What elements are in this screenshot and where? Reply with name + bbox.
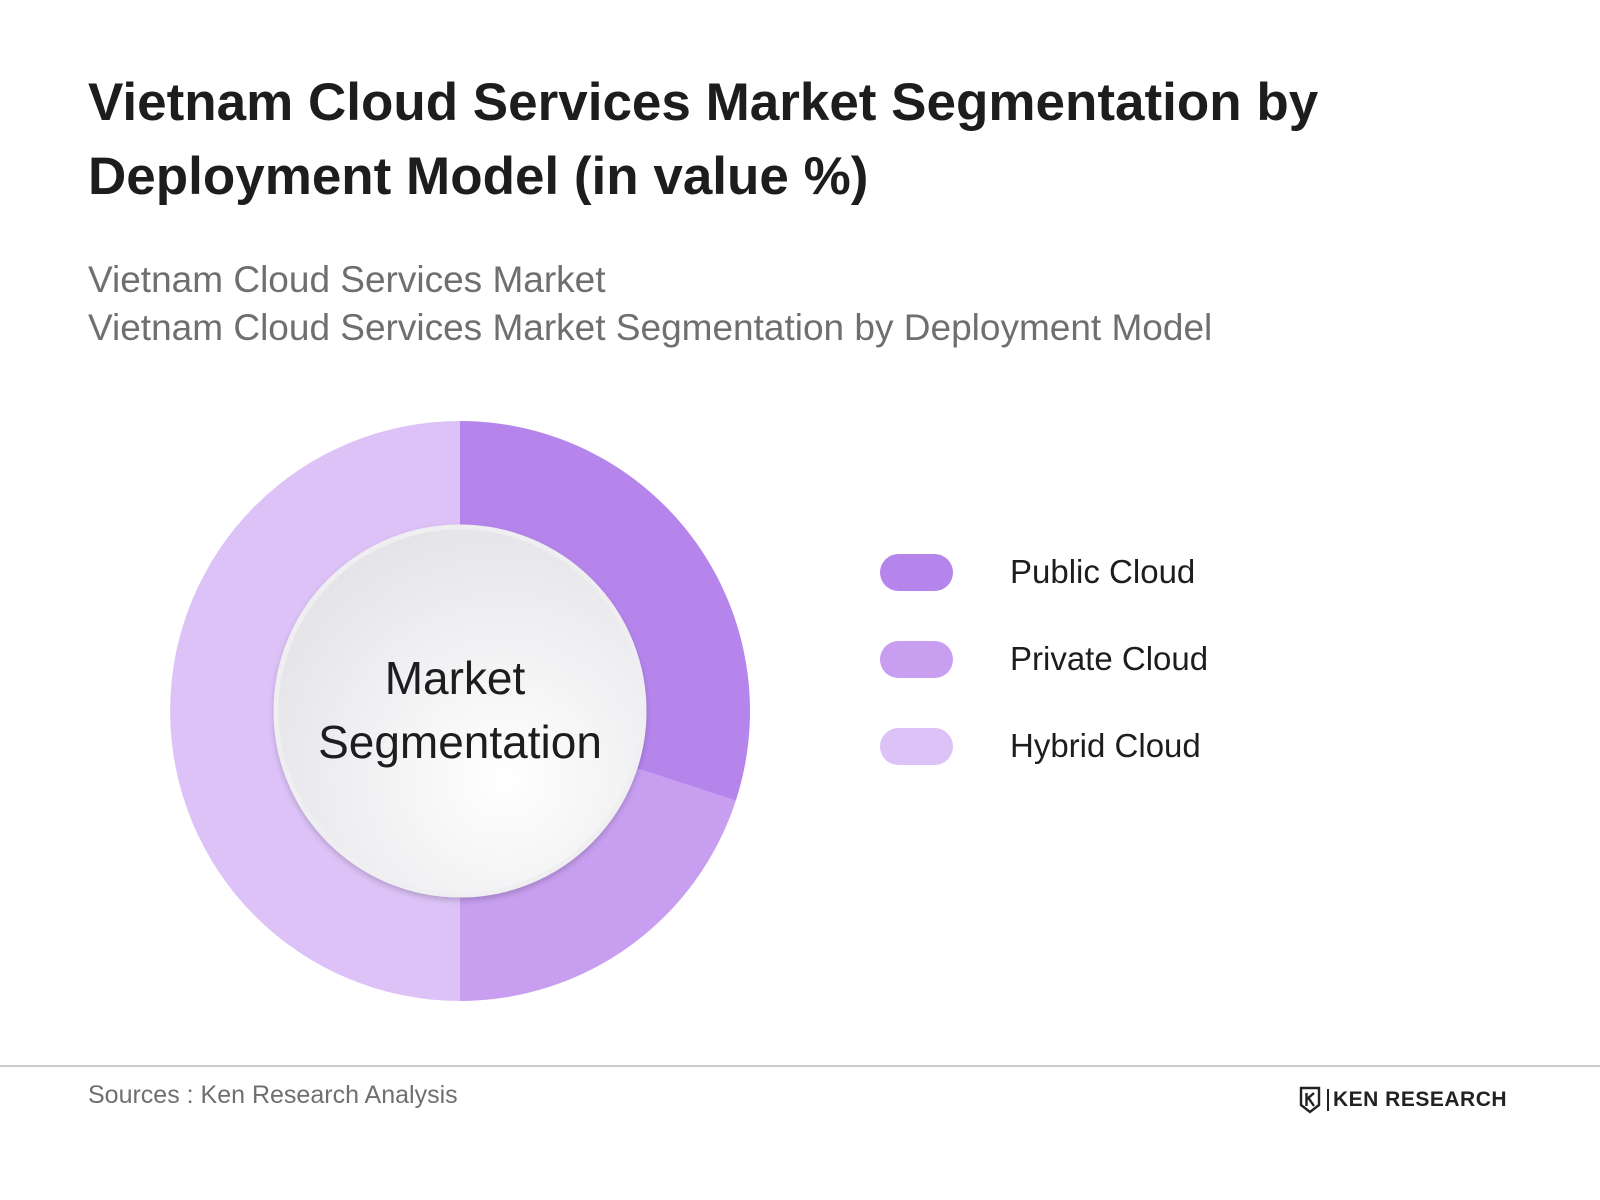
slice-public-cloud	[460, 421, 750, 801]
legend-swatch-hybrid-cloud	[880, 728, 953, 765]
legend-swatch-private-cloud	[880, 641, 953, 678]
ken-research-logo-icon	[1299, 1086, 1321, 1114]
center-label-line-2: Segmentation	[318, 716, 602, 768]
slice-hybrid-cloud	[170, 421, 460, 1001]
legend-label-hybrid-cloud: Hybrid Cloud	[1010, 727, 1201, 764]
chart-title: Vietnam Cloud Services Market Segmentati…	[88, 73, 1319, 206]
logo-separator	[1327, 1089, 1329, 1111]
center-label-line-1: Market	[385, 652, 526, 704]
footer-divider	[0, 1065, 1600, 1067]
donut-chart: Market Segmentation	[170, 421, 750, 1001]
chart-subtitle: Vietnam Cloud Services Market Vietnam Cl…	[88, 256, 1488, 352]
slice-private-cloud	[460, 768, 736, 1001]
legend-label-private-cloud: Private Cloud	[1010, 640, 1209, 677]
legend-label-public-cloud: Public Cloud	[1010, 553, 1196, 590]
subtitle-line-1: Vietnam Cloud Services Market	[88, 259, 606, 300]
legend-swatch-public-cloud	[880, 554, 953, 591]
donut-hub	[273, 524, 647, 898]
source-note: Sources : Ken Research Analysis	[88, 1081, 458, 1109]
subtitle-line-2: Vietnam Cloud Services Market Segmentati…	[88, 307, 1213, 348]
logo-text: KEN RESEARCH	[1333, 1088, 1508, 1111]
ken-research-logo: KEN RESEARCH	[1298, 1085, 1507, 1115]
